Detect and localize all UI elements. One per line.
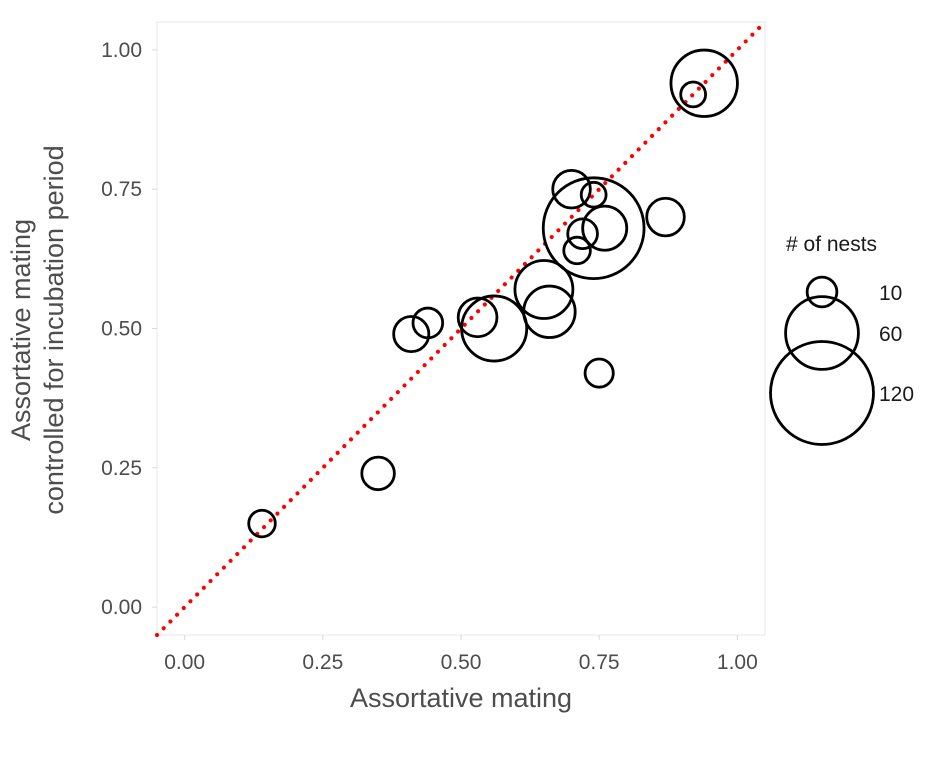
x-tick-label-1: 0.25 <box>302 651 343 674</box>
legend-entries: 10 60 120 <box>769 275 914 446</box>
legend-label-120: 120 <box>879 383 914 406</box>
y-tick-label-4: 1.00 <box>101 39 142 62</box>
legend-key-120 <box>769 340 875 446</box>
y-tick-label-0: 0.00 <box>101 596 142 619</box>
y-tick-label-3: 0.75 <box>101 178 142 201</box>
data-point-1 <box>360 455 396 492</box>
x-tick-label-2: 0.50 <box>441 651 482 674</box>
data-point-4 <box>456 296 499 339</box>
data-point-17 <box>669 48 739 118</box>
data-point-15 <box>645 196 686 238</box>
reference-line <box>154 19 768 638</box>
x-tick-label-3: 0.75 <box>579 651 620 674</box>
data-point-12 <box>541 176 646 280</box>
legend-title: # of nests <box>786 233 877 256</box>
y-axis-ticks: 0.00 0.25 0.50 0.75 1.00 <box>101 39 157 619</box>
points-layer <box>247 48 739 539</box>
data-point-11 <box>579 180 608 209</box>
data-point-3 <box>411 306 445 340</box>
reference-line-layer <box>154 19 768 638</box>
data-point-14 <box>581 204 629 252</box>
y-axis-title-line-2: controlled for incubation period <box>39 145 69 514</box>
data-point-10 <box>566 217 599 251</box>
x-axis-ticks: 0.00 0.25 0.50 0.75 1.00 <box>164 635 758 674</box>
legend-label-60: 60 <box>879 323 902 346</box>
data-point-9 <box>562 235 592 266</box>
y-tick-label-2: 0.50 <box>101 318 142 341</box>
data-point-8 <box>551 168 592 210</box>
data-point-13 <box>583 357 615 389</box>
data-point-7 <box>522 284 577 339</box>
y-axis-title-line-1: Assortative mating <box>6 219 36 441</box>
x-axis-title: Assortative mating <box>350 683 572 713</box>
data-point-2 <box>392 315 431 354</box>
x-tick-label-0: 0.00 <box>164 651 205 674</box>
size-legend: # of nests 10 60 120 <box>769 233 914 446</box>
legend-label-10: 10 <box>879 282 902 305</box>
y-tick-label-1: 0.25 <box>101 457 142 480</box>
data-point-6 <box>513 259 575 320</box>
x-tick-label-4: 1.00 <box>717 651 758 674</box>
data-point-0 <box>247 508 277 539</box>
legend-key-10 <box>805 275 839 309</box>
legend-key-60 <box>784 295 860 371</box>
data-point-5 <box>460 294 529 363</box>
data-point-16 <box>679 80 707 109</box>
